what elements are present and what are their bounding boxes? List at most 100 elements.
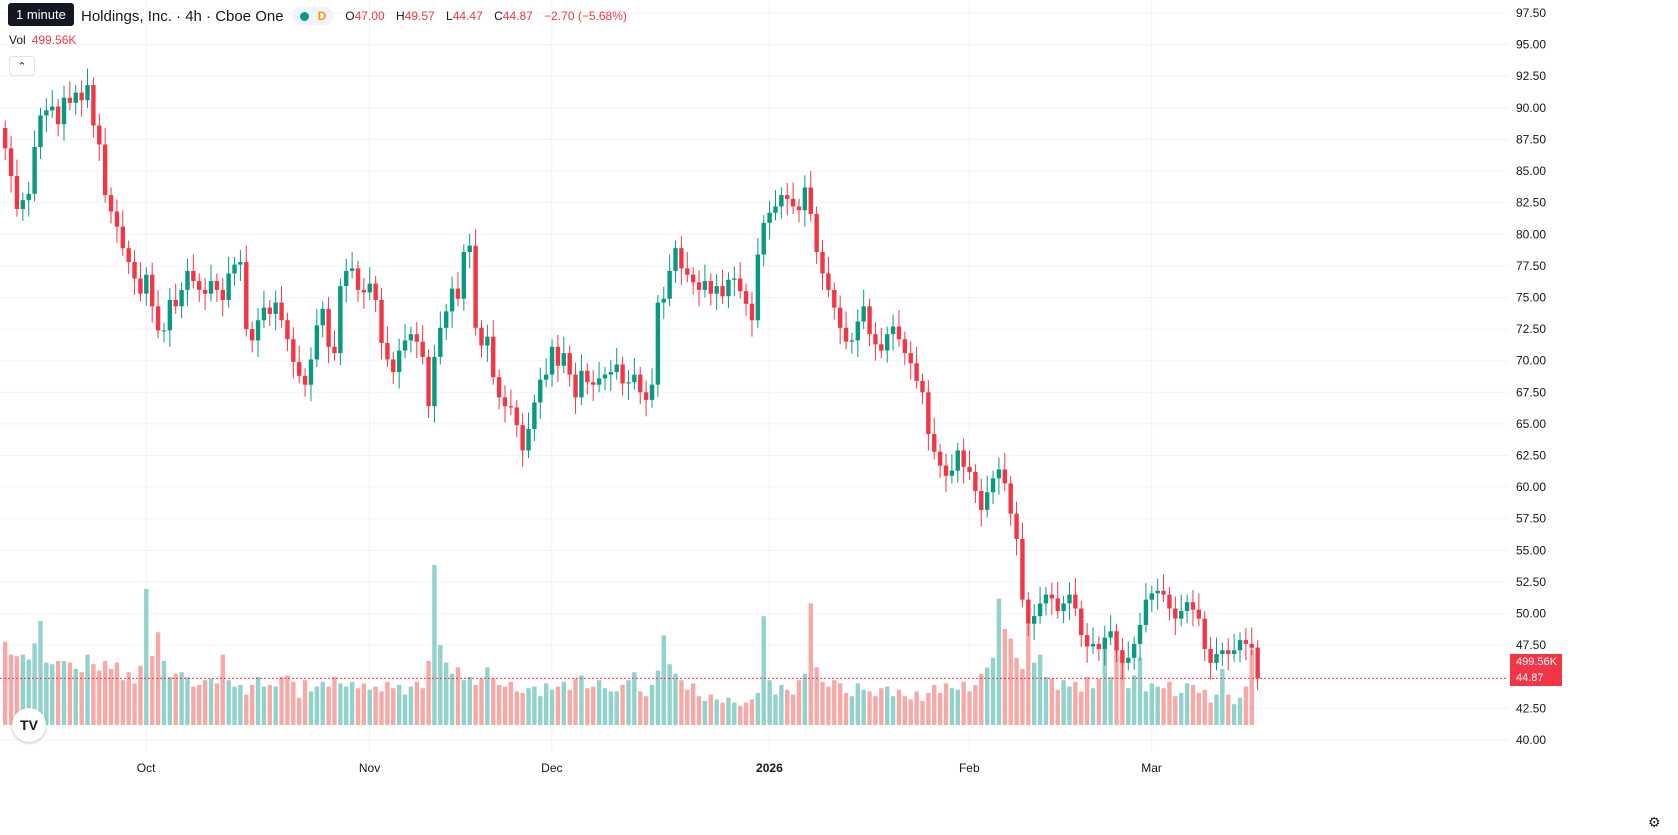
volume-bar <box>150 656 155 725</box>
volume-bar <box>1008 638 1013 725</box>
price-tick-label: 65.00 <box>1516 417 1546 431</box>
price-tick-label: 77.50 <box>1516 259 1546 273</box>
volume-bar <box>779 685 784 725</box>
candle-body <box>796 206 802 211</box>
volume-legend: Vol 499.56K <box>9 33 76 47</box>
volume-bar <box>1020 669 1025 725</box>
volume-bar <box>449 673 455 725</box>
volume-bar <box>1143 691 1149 725</box>
candle-body <box>1226 650 1231 655</box>
candle-body <box>855 321 860 341</box>
candle-body <box>620 364 625 384</box>
tradingview-logo-icon[interactable]: TV <box>12 708 46 742</box>
volume-bar <box>573 678 578 725</box>
gear-icon[interactable]: ⚙ <box>1648 814 1661 830</box>
volume-bar <box>1208 702 1213 725</box>
candle-body <box>379 300 384 343</box>
volume-bar <box>996 598 1002 725</box>
volume-bar <box>1220 669 1225 725</box>
candle-body <box>1249 643 1254 648</box>
volume-label: Vol <box>9 33 26 47</box>
volume-bar <box>1126 688 1131 725</box>
volume-bar <box>1231 704 1237 725</box>
volume-bar <box>420 688 425 725</box>
candle-body <box>1161 590 1166 595</box>
candle-body <box>1126 657 1131 663</box>
price-tick-label: 95.00 <box>1516 38 1546 52</box>
price-tick-label: 62.50 <box>1516 449 1546 463</box>
volume-bar <box>926 693 931 725</box>
candle-body <box>955 450 960 471</box>
volume-bar <box>138 665 143 725</box>
candle-body <box>743 291 749 304</box>
candle-body <box>1243 640 1249 644</box>
volume-bar <box>432 565 437 725</box>
candle-body <box>779 195 784 207</box>
candle-body <box>38 115 43 148</box>
volume-bar <box>620 685 625 725</box>
candle-body <box>808 187 813 215</box>
volume-bar <box>1173 696 1178 725</box>
volume-bar <box>602 688 608 725</box>
candle-body <box>926 392 931 435</box>
candle-body <box>538 379 543 403</box>
candle-body <box>832 289 837 308</box>
volume-bar <box>820 681 825 725</box>
candle-body <box>1149 593 1154 600</box>
candle-body <box>338 286 343 354</box>
collapse-legend-button[interactable]: ⌃ <box>9 56 35 76</box>
market-status-badge[interactable]: D <box>291 7 334 25</box>
candle-body <box>567 353 572 375</box>
time-axis[interactable]: Oct Nov Dec 2026 Feb Mar <box>137 761 1162 775</box>
volume-bar <box>455 667 461 725</box>
candle-body <box>385 342 390 360</box>
volume-bar <box>244 694 249 725</box>
candle-body <box>1043 594 1049 604</box>
volume-bar <box>767 680 772 725</box>
volume-bar <box>667 664 672 725</box>
volume-bar <box>14 656 20 725</box>
volume-bar <box>1073 681 1078 725</box>
candle-body <box>344 270 349 287</box>
candle-body <box>502 397 508 407</box>
volume-bar <box>467 677 472 725</box>
price-axis[interactable]: 97.50 95.00 92.50 90.00 87.50 85.00 82.50 80.00… <box>1516 6 1546 747</box>
candle-body <box>908 353 913 364</box>
volume-bar <box>585 688 590 725</box>
volume-bar <box>1237 697 1243 725</box>
candle-body <box>608 372 614 375</box>
candle-body <box>1179 611 1184 619</box>
candle-body <box>361 289 367 293</box>
volume-bar <box>626 680 631 725</box>
volume-bar <box>26 659 31 725</box>
volume-bar <box>20 654 26 725</box>
volume-bar <box>643 696 649 725</box>
candle-body <box>573 374 578 398</box>
volume-bar <box>790 694 796 725</box>
candle-body <box>1067 594 1072 604</box>
candle-body <box>426 356 431 407</box>
candle-body <box>690 274 696 283</box>
volume-bar <box>726 697 731 725</box>
candle-body <box>632 374 637 383</box>
volume-value: 499.56K <box>31 33 77 47</box>
candle-body <box>967 466 972 472</box>
last-price-label: 44.87 <box>1510 670 1562 686</box>
candle-body <box>961 450 966 467</box>
volume-bar <box>1214 694 1219 725</box>
symbol-title[interactable]: Holdings, Inc. · 4h · Cboe One <box>81 7 284 25</box>
volume-bar <box>796 680 802 725</box>
volume-bar <box>561 681 566 725</box>
volume-bar <box>608 691 614 725</box>
candle-body <box>308 359 314 385</box>
volume-bar <box>214 683 220 725</box>
candle-body <box>373 283 378 301</box>
candle-body <box>643 392 649 400</box>
volume-bar <box>473 685 478 725</box>
volume-bar <box>1249 649 1254 725</box>
volume-bar <box>344 686 349 725</box>
candle-body <box>3 128 8 149</box>
volume-bar <box>837 683 843 725</box>
candle-body <box>202 289 208 294</box>
